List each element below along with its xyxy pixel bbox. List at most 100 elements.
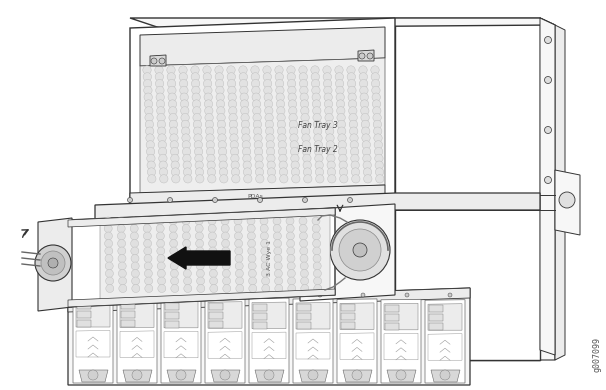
Circle shape <box>263 73 271 81</box>
Circle shape <box>262 284 270 292</box>
Circle shape <box>359 66 367 74</box>
Circle shape <box>267 161 275 169</box>
Circle shape <box>148 175 156 183</box>
Circle shape <box>323 66 331 74</box>
Circle shape <box>264 93 273 101</box>
Polygon shape <box>337 299 377 383</box>
Circle shape <box>274 247 282 255</box>
Polygon shape <box>385 314 399 321</box>
Circle shape <box>179 73 187 81</box>
Circle shape <box>196 247 204 255</box>
Circle shape <box>105 277 113 285</box>
Circle shape <box>221 232 230 240</box>
Circle shape <box>171 168 180 176</box>
Circle shape <box>301 113 309 122</box>
Circle shape <box>155 73 164 81</box>
Polygon shape <box>429 314 443 321</box>
Circle shape <box>242 141 250 149</box>
Circle shape <box>88 370 98 380</box>
Circle shape <box>239 80 248 88</box>
Circle shape <box>273 217 281 225</box>
Polygon shape <box>555 25 565 360</box>
Circle shape <box>338 147 347 156</box>
Polygon shape <box>249 298 289 383</box>
Circle shape <box>181 120 190 129</box>
Circle shape <box>311 80 320 88</box>
Circle shape <box>247 217 255 225</box>
Circle shape <box>374 134 382 142</box>
Polygon shape <box>341 305 355 311</box>
Circle shape <box>376 175 384 183</box>
Circle shape <box>248 262 256 270</box>
Circle shape <box>220 370 230 380</box>
Circle shape <box>167 197 173 202</box>
Circle shape <box>301 277 308 285</box>
Circle shape <box>144 93 152 101</box>
Polygon shape <box>165 321 179 328</box>
Circle shape <box>248 277 256 285</box>
Circle shape <box>251 86 260 95</box>
Circle shape <box>119 284 127 292</box>
Circle shape <box>274 293 278 297</box>
Circle shape <box>325 120 333 129</box>
Polygon shape <box>209 312 223 319</box>
Polygon shape <box>77 311 91 318</box>
Circle shape <box>181 100 188 108</box>
Circle shape <box>209 255 217 262</box>
Circle shape <box>338 141 347 149</box>
Circle shape <box>299 239 308 248</box>
Polygon shape <box>68 288 470 385</box>
Polygon shape <box>296 303 330 329</box>
Polygon shape <box>208 332 242 358</box>
Circle shape <box>273 239 282 248</box>
Circle shape <box>261 255 269 262</box>
Circle shape <box>255 168 264 176</box>
Polygon shape <box>76 330 110 357</box>
Circle shape <box>219 161 227 169</box>
Circle shape <box>302 127 310 135</box>
Circle shape <box>170 127 178 135</box>
Circle shape <box>265 106 273 115</box>
Circle shape <box>323 73 331 81</box>
Circle shape <box>373 113 381 122</box>
Circle shape <box>235 269 244 278</box>
Circle shape <box>290 127 298 135</box>
Circle shape <box>348 86 356 95</box>
Circle shape <box>130 232 138 240</box>
Circle shape <box>318 293 322 297</box>
Circle shape <box>169 113 178 122</box>
Circle shape <box>335 80 344 88</box>
Circle shape <box>143 217 151 225</box>
Circle shape <box>335 73 344 81</box>
Circle shape <box>287 73 296 81</box>
Circle shape <box>131 239 139 248</box>
Circle shape <box>301 284 309 292</box>
Polygon shape <box>385 305 399 312</box>
FancyArrow shape <box>168 247 230 269</box>
Circle shape <box>228 93 236 101</box>
Circle shape <box>205 113 213 122</box>
Circle shape <box>170 262 178 270</box>
Circle shape <box>193 127 202 135</box>
Circle shape <box>262 277 270 285</box>
Circle shape <box>339 161 347 169</box>
Circle shape <box>302 147 311 156</box>
Circle shape <box>231 168 240 176</box>
Circle shape <box>324 86 332 95</box>
Circle shape <box>196 175 204 183</box>
Circle shape <box>193 106 201 115</box>
Polygon shape <box>95 193 540 222</box>
Circle shape <box>210 269 218 278</box>
Circle shape <box>180 93 188 101</box>
Circle shape <box>350 141 359 149</box>
Circle shape <box>170 247 178 255</box>
Circle shape <box>288 100 297 108</box>
Circle shape <box>241 113 249 122</box>
Circle shape <box>147 147 155 156</box>
Polygon shape <box>130 185 385 208</box>
Polygon shape <box>385 323 399 330</box>
Polygon shape <box>77 302 91 309</box>
Circle shape <box>195 147 203 156</box>
Circle shape <box>169 120 178 129</box>
Text: g007099: g007099 <box>593 337 602 372</box>
